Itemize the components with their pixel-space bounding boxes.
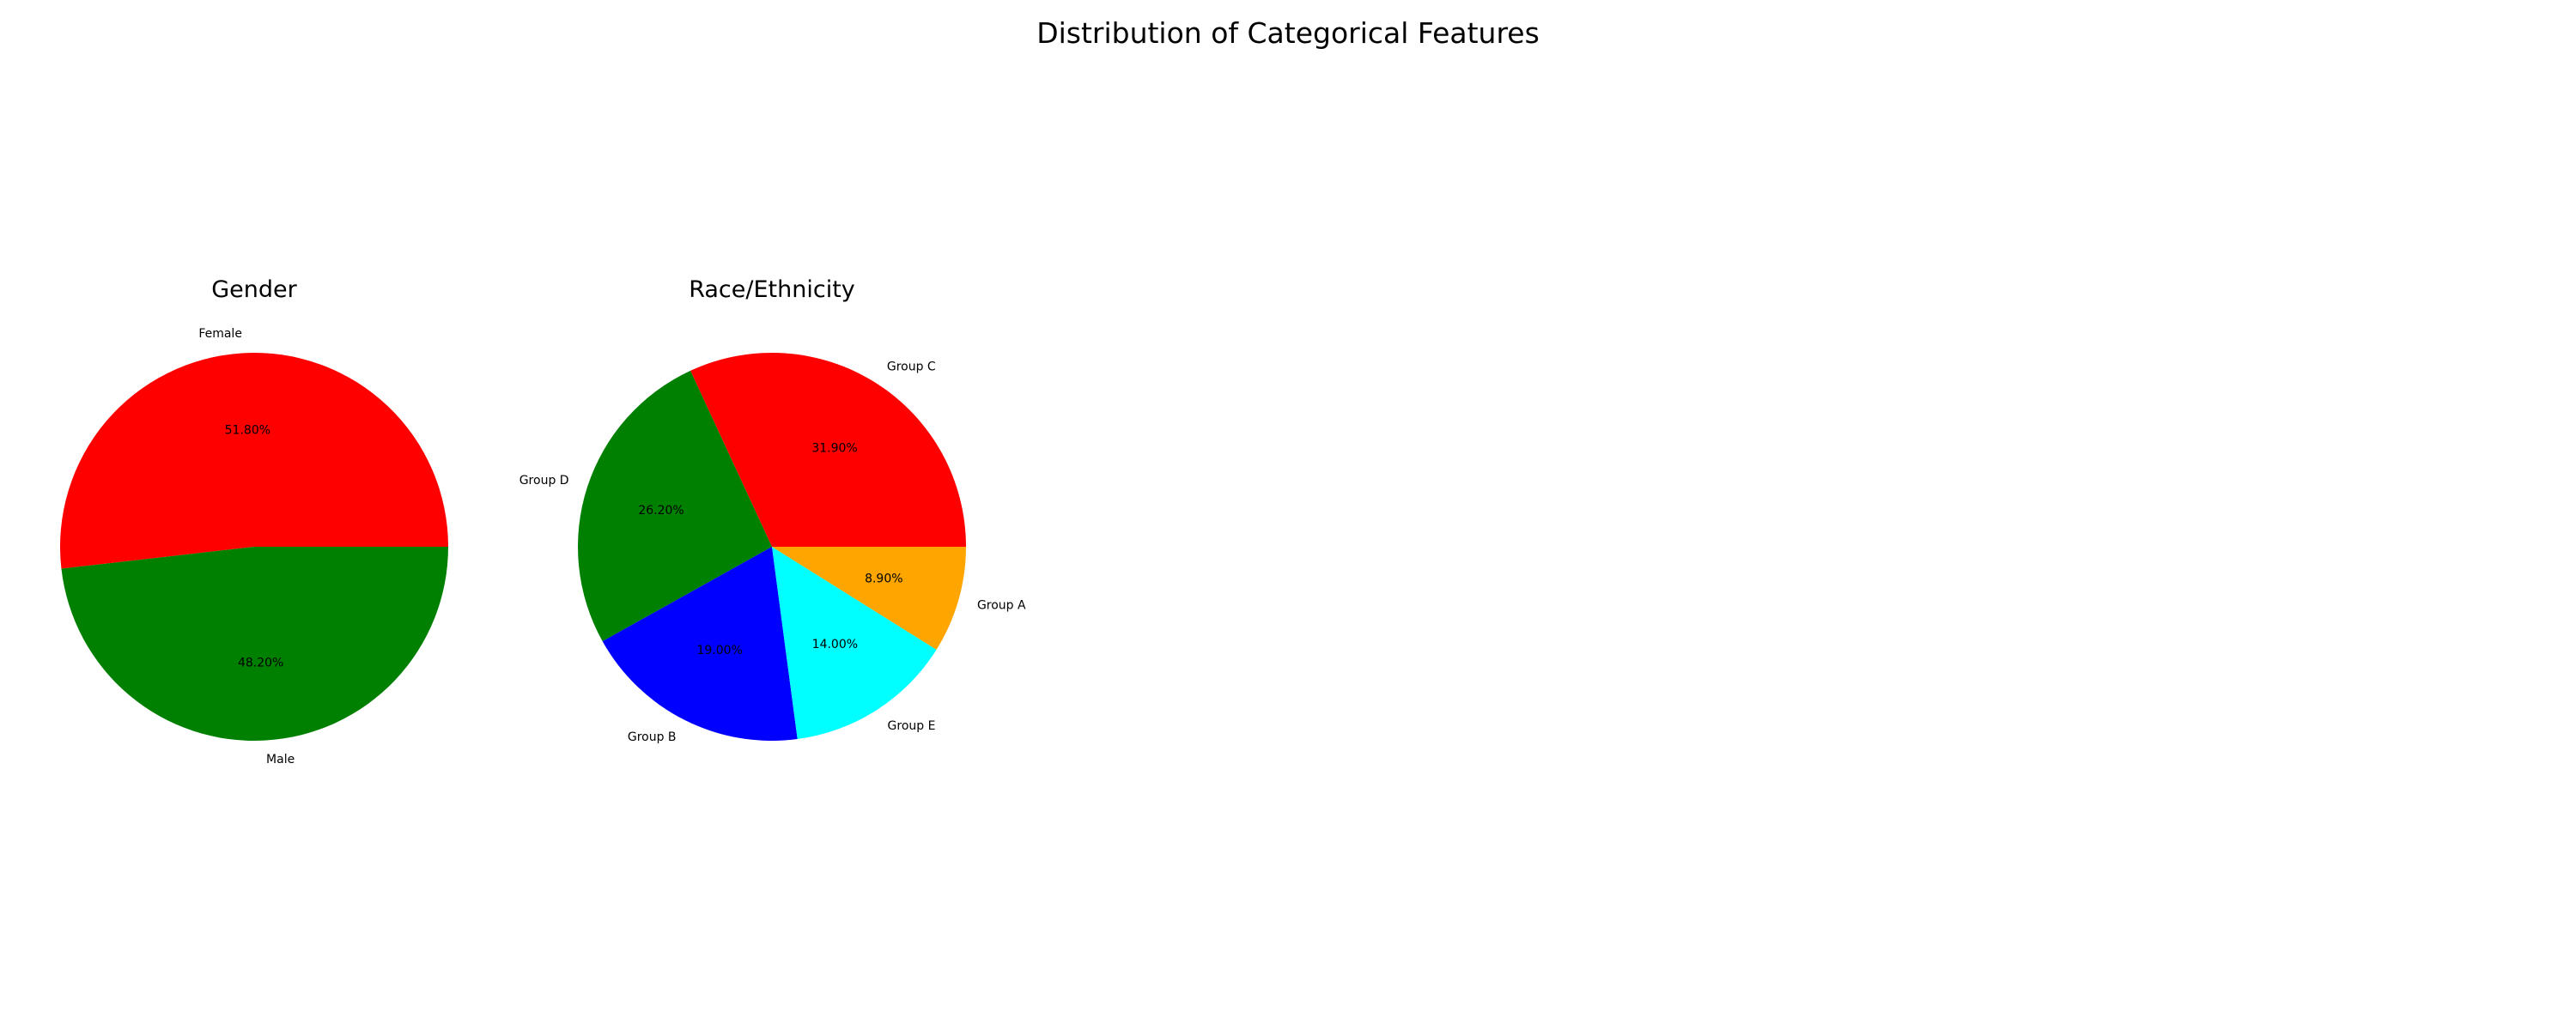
gender-slice-female (60, 353, 449, 569)
gender-slice-male (61, 547, 448, 741)
gender-pie-chart: Gender Female 51.80% Male 48.20% (60, 276, 449, 766)
race-ethnicity-slice-group-a-label: Group A (977, 599, 1026, 613)
race-ethnicity-pie-chart: Race/Ethnicity Group C 31.90% Group D 26.20… (519, 276, 1026, 744)
figure-title: Distribution of Categorical Features (1036, 16, 1540, 50)
race-ethnicity-slice-group-c-label: Group C (887, 360, 936, 374)
race-ethnicity-slice-group-b (602, 547, 798, 742)
race-ethnicity-slice-group-c (690, 352, 966, 547)
race-ethnicity-slice-group-d-label: Group D (519, 474, 569, 488)
race-ethnicity-slice-group-e-label: Group E (888, 719, 936, 733)
gender-slice-female-label: Female (198, 327, 242, 341)
gender-slice-male-label: Male (266, 753, 295, 766)
race-ethnicity-slice-group-e (772, 547, 937, 740)
race-ethnicity-slice-group-b-label: Group B (628, 730, 677, 744)
race-ethnicity-slice-group-a (772, 547, 966, 650)
race-ethnicity-slice-group-a-percent-label: 8.90% (865, 572, 902, 585)
gender-slice-male-percent-label: 48.20% (238, 656, 283, 670)
race-ethnicity-slice-group-d (578, 370, 772, 642)
gender-pie-title: Gender (211, 276, 297, 303)
race-ethnicity-slice-group-b-percent-label: 19.00% (697, 644, 743, 657)
race-ethnicity-pie-title: Race/Ethnicity (689, 276, 855, 303)
race-ethnicity-slice-group-d-percent-label: 26.20% (638, 504, 683, 518)
race-ethnicity-slice-group-e-percent-label: 14.00% (812, 638, 858, 651)
race-ethnicity-slice-group-c-percent-label: 31.90% (811, 442, 857, 456)
gender-slice-female-percent-label: 51.80% (225, 424, 270, 438)
